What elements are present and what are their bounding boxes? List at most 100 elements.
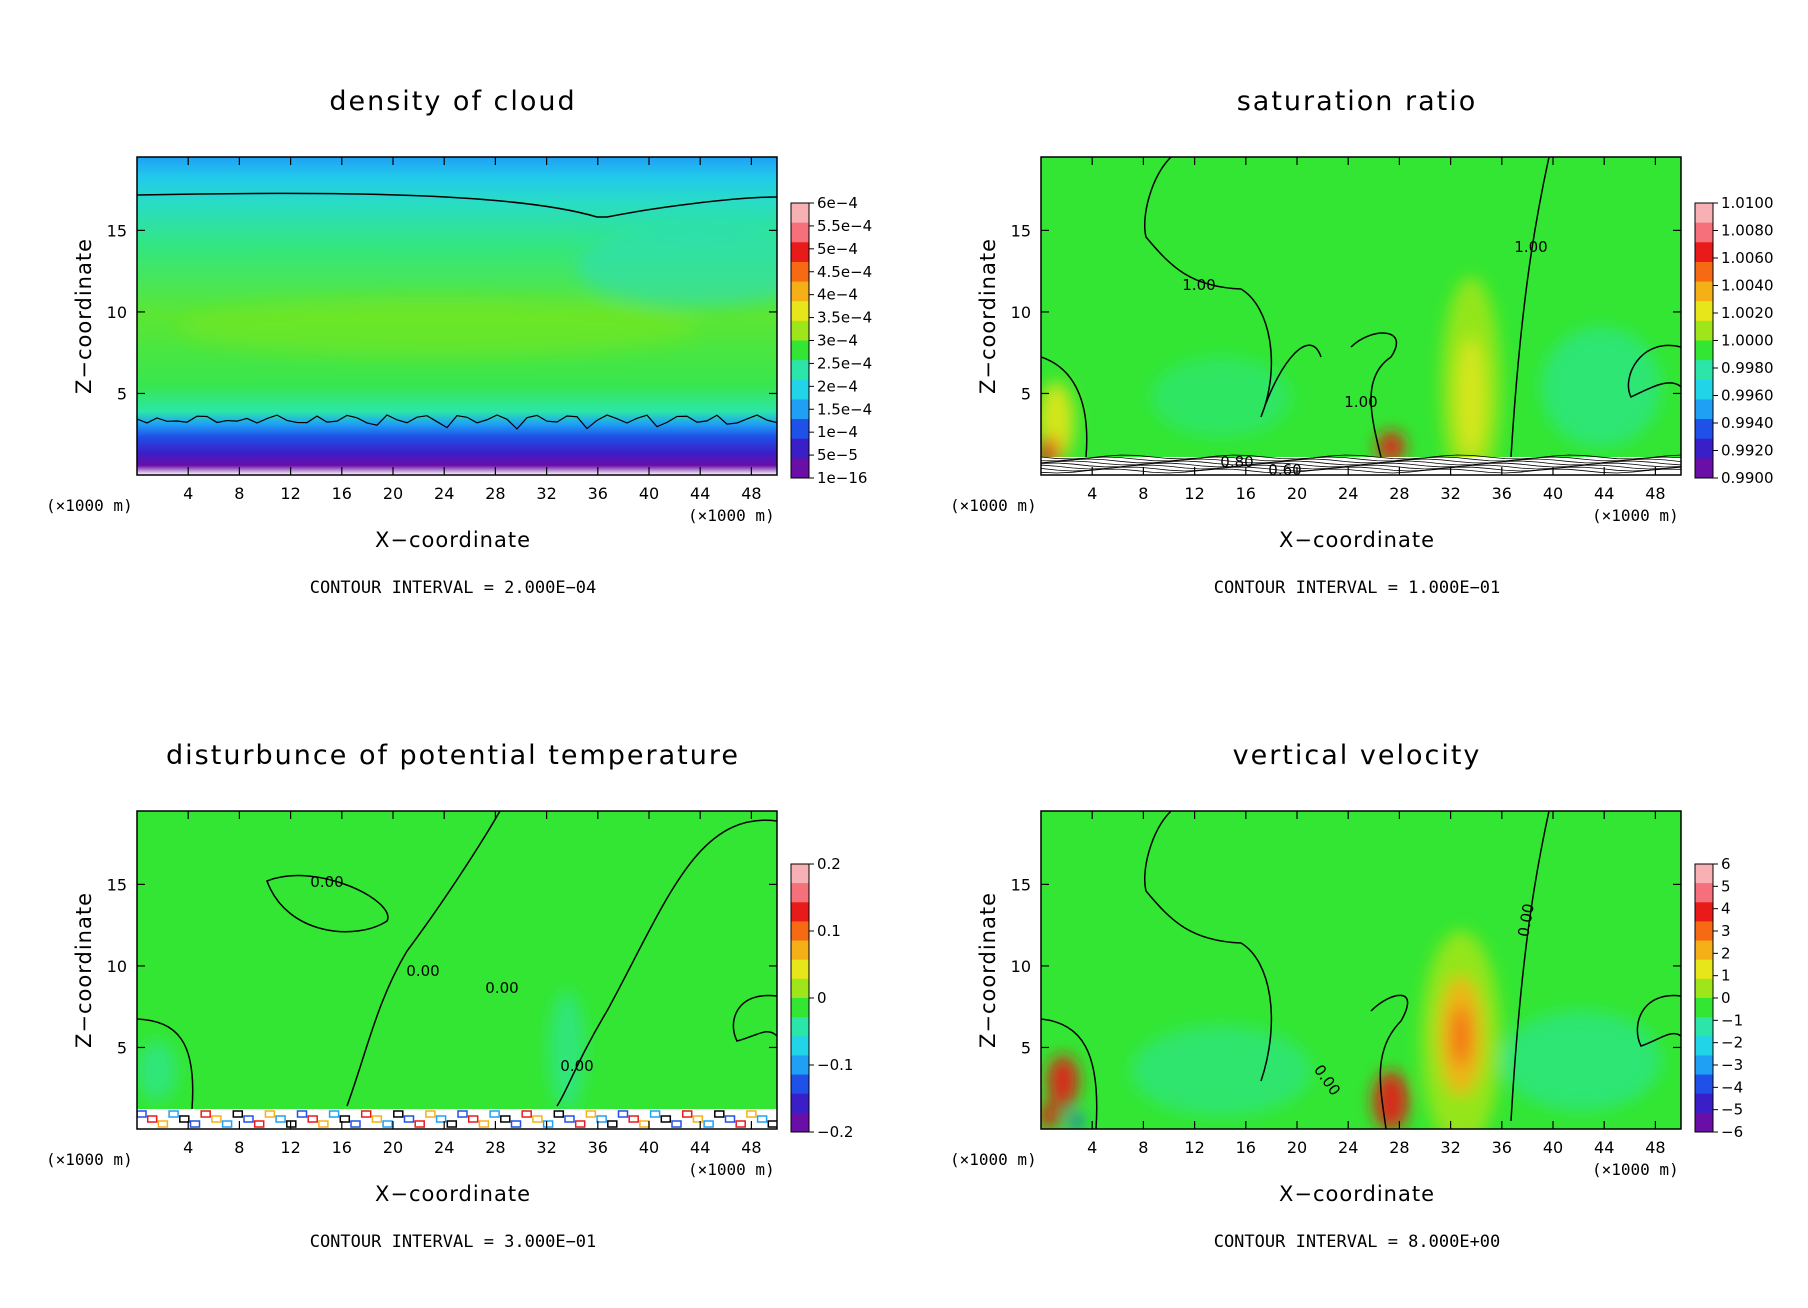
colorbar-segment bbox=[1695, 458, 1713, 479]
x-tick-label: 44 bbox=[1594, 1138, 1614, 1157]
colorbar-segment bbox=[791, 1112, 809, 1133]
x-tick-label: 16 bbox=[1236, 1138, 1256, 1157]
field-patch bbox=[577, 227, 777, 307]
x-tick-label: 4 bbox=[183, 484, 193, 503]
colorbar-segment bbox=[1695, 242, 1713, 263]
x-units-left: (×1000 m) bbox=[46, 496, 133, 515]
noise-contour bbox=[467, 1115, 479, 1123]
contour-label: 0.00 bbox=[485, 979, 518, 997]
colorbar-segment bbox=[1695, 320, 1713, 341]
colorbar-label: −4 bbox=[1721, 1078, 1743, 1096]
x-tick-label: 44 bbox=[690, 484, 710, 503]
contour-line bbox=[1636, 994, 1681, 1047]
field-patch bbox=[1541, 327, 1661, 447]
noise-contour bbox=[328, 1110, 340, 1118]
contour-line bbox=[1041, 458, 1681, 464]
contour-line bbox=[1144, 811, 1273, 1082]
colorbar-label: 0.9940 bbox=[1721, 414, 1774, 432]
colorbar-label: 1.5e−4 bbox=[817, 400, 872, 418]
colorbar-segment bbox=[1695, 261, 1713, 283]
contour-line bbox=[1041, 1018, 1098, 1129]
field-patch bbox=[1047, 1055, 1079, 1107]
contour-line bbox=[1041, 464, 1681, 470]
contour-line bbox=[266, 874, 389, 933]
colorbar-segment bbox=[1695, 222, 1713, 243]
noise-contour bbox=[211, 1115, 222, 1123]
contour-line bbox=[1350, 332, 1398, 458]
contour-label: 0.00 bbox=[560, 1057, 593, 1075]
colorbar-segment bbox=[1695, 864, 1713, 884]
contour-field: 1.00 1.00 1.00 0.80 0.60 bbox=[1041, 157, 1681, 475]
contour-line bbox=[1041, 356, 1088, 458]
noise-contour bbox=[478, 1120, 490, 1128]
colorbar-label: 0.9900 bbox=[1721, 469, 1774, 487]
x-tick-label: 40 bbox=[1543, 484, 1563, 503]
x-tick-label: 32 bbox=[1440, 1138, 1460, 1157]
contour-line bbox=[137, 414, 777, 430]
y-axis-label: Z−coordinate bbox=[976, 892, 1000, 1048]
noise-contour bbox=[200, 1110, 211, 1118]
y-tick-label: 10 bbox=[1011, 303, 1031, 322]
contour-line bbox=[1041, 460, 1681, 466]
y-tick-label: 15 bbox=[107, 221, 127, 240]
noise-contour bbox=[382, 1120, 393, 1128]
contour-line bbox=[732, 994, 777, 1042]
noise-contour bbox=[542, 1120, 554, 1128]
colorbar-segment bbox=[791, 1017, 809, 1037]
y-tick-label: 10 bbox=[107, 957, 127, 976]
x-tick-label: 44 bbox=[690, 1138, 710, 1157]
colorbar-segment bbox=[791, 978, 809, 999]
panel-vertical-velocity: vertical velocity 0.00 0.00 4 8 12 16 20 24 28 32… bbox=[904, 654, 1808, 1308]
colorbar-label: 1.0080 bbox=[1721, 222, 1774, 240]
noise-contour bbox=[607, 1120, 618, 1128]
contour-line bbox=[1370, 994, 1409, 1129]
colorbar-label: 6 bbox=[1721, 855, 1731, 873]
x-units-left: (×1000 m) bbox=[950, 1150, 1037, 1169]
contour-interval: CONTOUR INTERVAL = 2.000E−04 bbox=[309, 578, 597, 598]
colorbar-label: 2e−4 bbox=[817, 377, 858, 395]
colorbar-label: 0 bbox=[1721, 989, 1731, 1007]
y-axis-label: Z−coordinate bbox=[72, 238, 96, 394]
colorbar-segment bbox=[1695, 301, 1713, 322]
x-tick-label: 32 bbox=[536, 484, 556, 503]
colorbar-segment bbox=[1695, 399, 1713, 420]
colorbar-segment bbox=[1695, 1055, 1713, 1076]
y-axis-label: Z−coordinate bbox=[72, 892, 96, 1048]
x-tick-label: 8 bbox=[1138, 1138, 1148, 1157]
field-patch bbox=[1041, 1102, 1059, 1129]
x-tick-label: 44 bbox=[1594, 484, 1614, 503]
x-tick-label: 40 bbox=[1543, 1138, 1563, 1157]
colorbar-segment bbox=[791, 902, 809, 922]
x-tick-label: 12 bbox=[1184, 1138, 1204, 1157]
colorbar-label: 1.0020 bbox=[1721, 304, 1774, 322]
y-tick-label: 15 bbox=[1011, 221, 1031, 240]
colorbar-label: 2.5e−4 bbox=[817, 354, 872, 372]
contour-line bbox=[1144, 157, 1322, 418]
panel-potential-temperature: disturbunce of potential temperature 0.0… bbox=[0, 654, 904, 1308]
contour-interval: CONTOUR INTERVAL = 3.000E−01 bbox=[309, 1232, 597, 1252]
contour-label: 1.00 bbox=[1344, 393, 1377, 411]
noise-contour bbox=[735, 1120, 746, 1128]
x-tick-label: 48 bbox=[1645, 484, 1665, 503]
colorbar-label: 3.5e−4 bbox=[817, 309, 872, 327]
colorbar-label: 4 bbox=[1721, 900, 1731, 918]
panel-density-of-cloud: density of cloud 4 8 12 16 20 24 28 32 36 40 44 48 5… bbox=[0, 0, 904, 654]
contour-label: 0.00 bbox=[1514, 902, 1538, 938]
noise-contour bbox=[318, 1120, 329, 1128]
colorbar-label: −3 bbox=[1721, 1056, 1743, 1074]
x-tick-label: 28 bbox=[485, 1138, 505, 1157]
contour-line bbox=[1510, 157, 1550, 458]
colorbar-segment bbox=[1695, 281, 1713, 302]
noise-contour bbox=[253, 1120, 265, 1128]
colorbar-label: 1.0040 bbox=[1721, 277, 1774, 295]
noise-contour bbox=[500, 1115, 511, 1123]
colorbar-label: −0.1 bbox=[817, 1056, 853, 1074]
noise-contour bbox=[232, 1110, 244, 1118]
field-patch bbox=[1377, 431, 1405, 463]
colorbar-label: 1e−4 bbox=[817, 423, 858, 441]
colorbar-label: 3e−4 bbox=[817, 332, 858, 350]
colorbar-segment bbox=[791, 1074, 809, 1095]
colorbar-segment bbox=[1695, 940, 1713, 961]
colorbar-label: 0.9980 bbox=[1721, 359, 1774, 377]
contour-line bbox=[1041, 466, 1681, 472]
